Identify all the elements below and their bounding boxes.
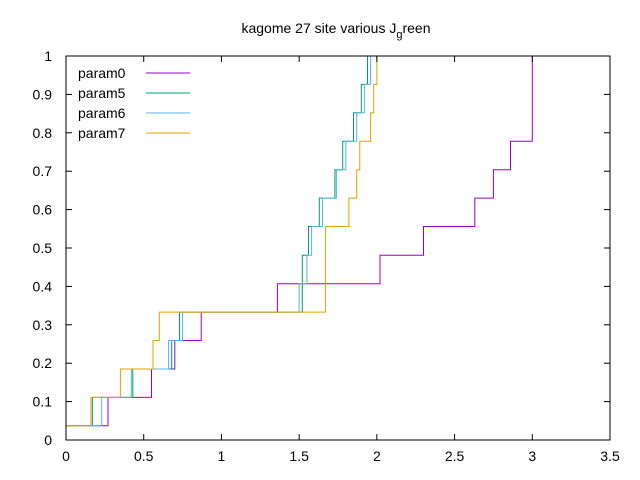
y-tick-label: 1 bbox=[44, 48, 52, 64]
y-tick-label: 0.7 bbox=[33, 163, 53, 179]
chart-title-tail: reen bbox=[402, 20, 430, 36]
legend-label-param5: param5 bbox=[78, 85, 126, 101]
x-tick-label: 2.5 bbox=[445, 448, 465, 464]
y-tick-label: 0.2 bbox=[33, 355, 53, 371]
y-tick-label: 0.8 bbox=[33, 125, 53, 141]
y-tick-label: 0.4 bbox=[33, 278, 53, 294]
series-line-param7 bbox=[66, 56, 378, 427]
x-tick-label: 0.5 bbox=[134, 448, 154, 464]
legend-label-param0: param0 bbox=[78, 65, 126, 81]
chart-title-main: kagome 27 site various J bbox=[241, 20, 396, 36]
x-tick-label: 1 bbox=[218, 448, 226, 464]
chart-title: kagome 27 site various Jgreen bbox=[241, 20, 430, 41]
chart-title-sub: g bbox=[396, 29, 402, 41]
y-tick-label: 0.1 bbox=[33, 394, 53, 410]
x-tick-label: 3 bbox=[528, 448, 536, 464]
x-tick-label: 1.5 bbox=[289, 448, 309, 464]
y-tick-label: 0 bbox=[44, 432, 52, 448]
legend-label-param6: param6 bbox=[78, 105, 126, 121]
x-tick-label: 0 bbox=[62, 448, 70, 464]
y-tick-label: 0.5 bbox=[33, 240, 53, 256]
legend: param0 param5 param6 param7 bbox=[78, 65, 190, 141]
y-tick-label: 0.9 bbox=[33, 86, 53, 102]
y-tick-label: 0.6 bbox=[33, 202, 53, 218]
x-tick-label: 2 bbox=[373, 448, 381, 464]
plot-frame bbox=[65, 55, 611, 441]
x-tick-label: 3.5 bbox=[600, 448, 620, 464]
series-layer bbox=[66, 56, 533, 427]
ticks-layer: 0 0.5 1 1.5 2 2.5 3 3.5 0 0.1 0.2 0.3 0.4 0.5 0.6 0.7 0.… bbox=[33, 48, 620, 464]
series-line-param0 bbox=[66, 56, 533, 427]
y-tick-label: 0.3 bbox=[33, 317, 53, 333]
legend-label-param7: param7 bbox=[78, 125, 126, 141]
